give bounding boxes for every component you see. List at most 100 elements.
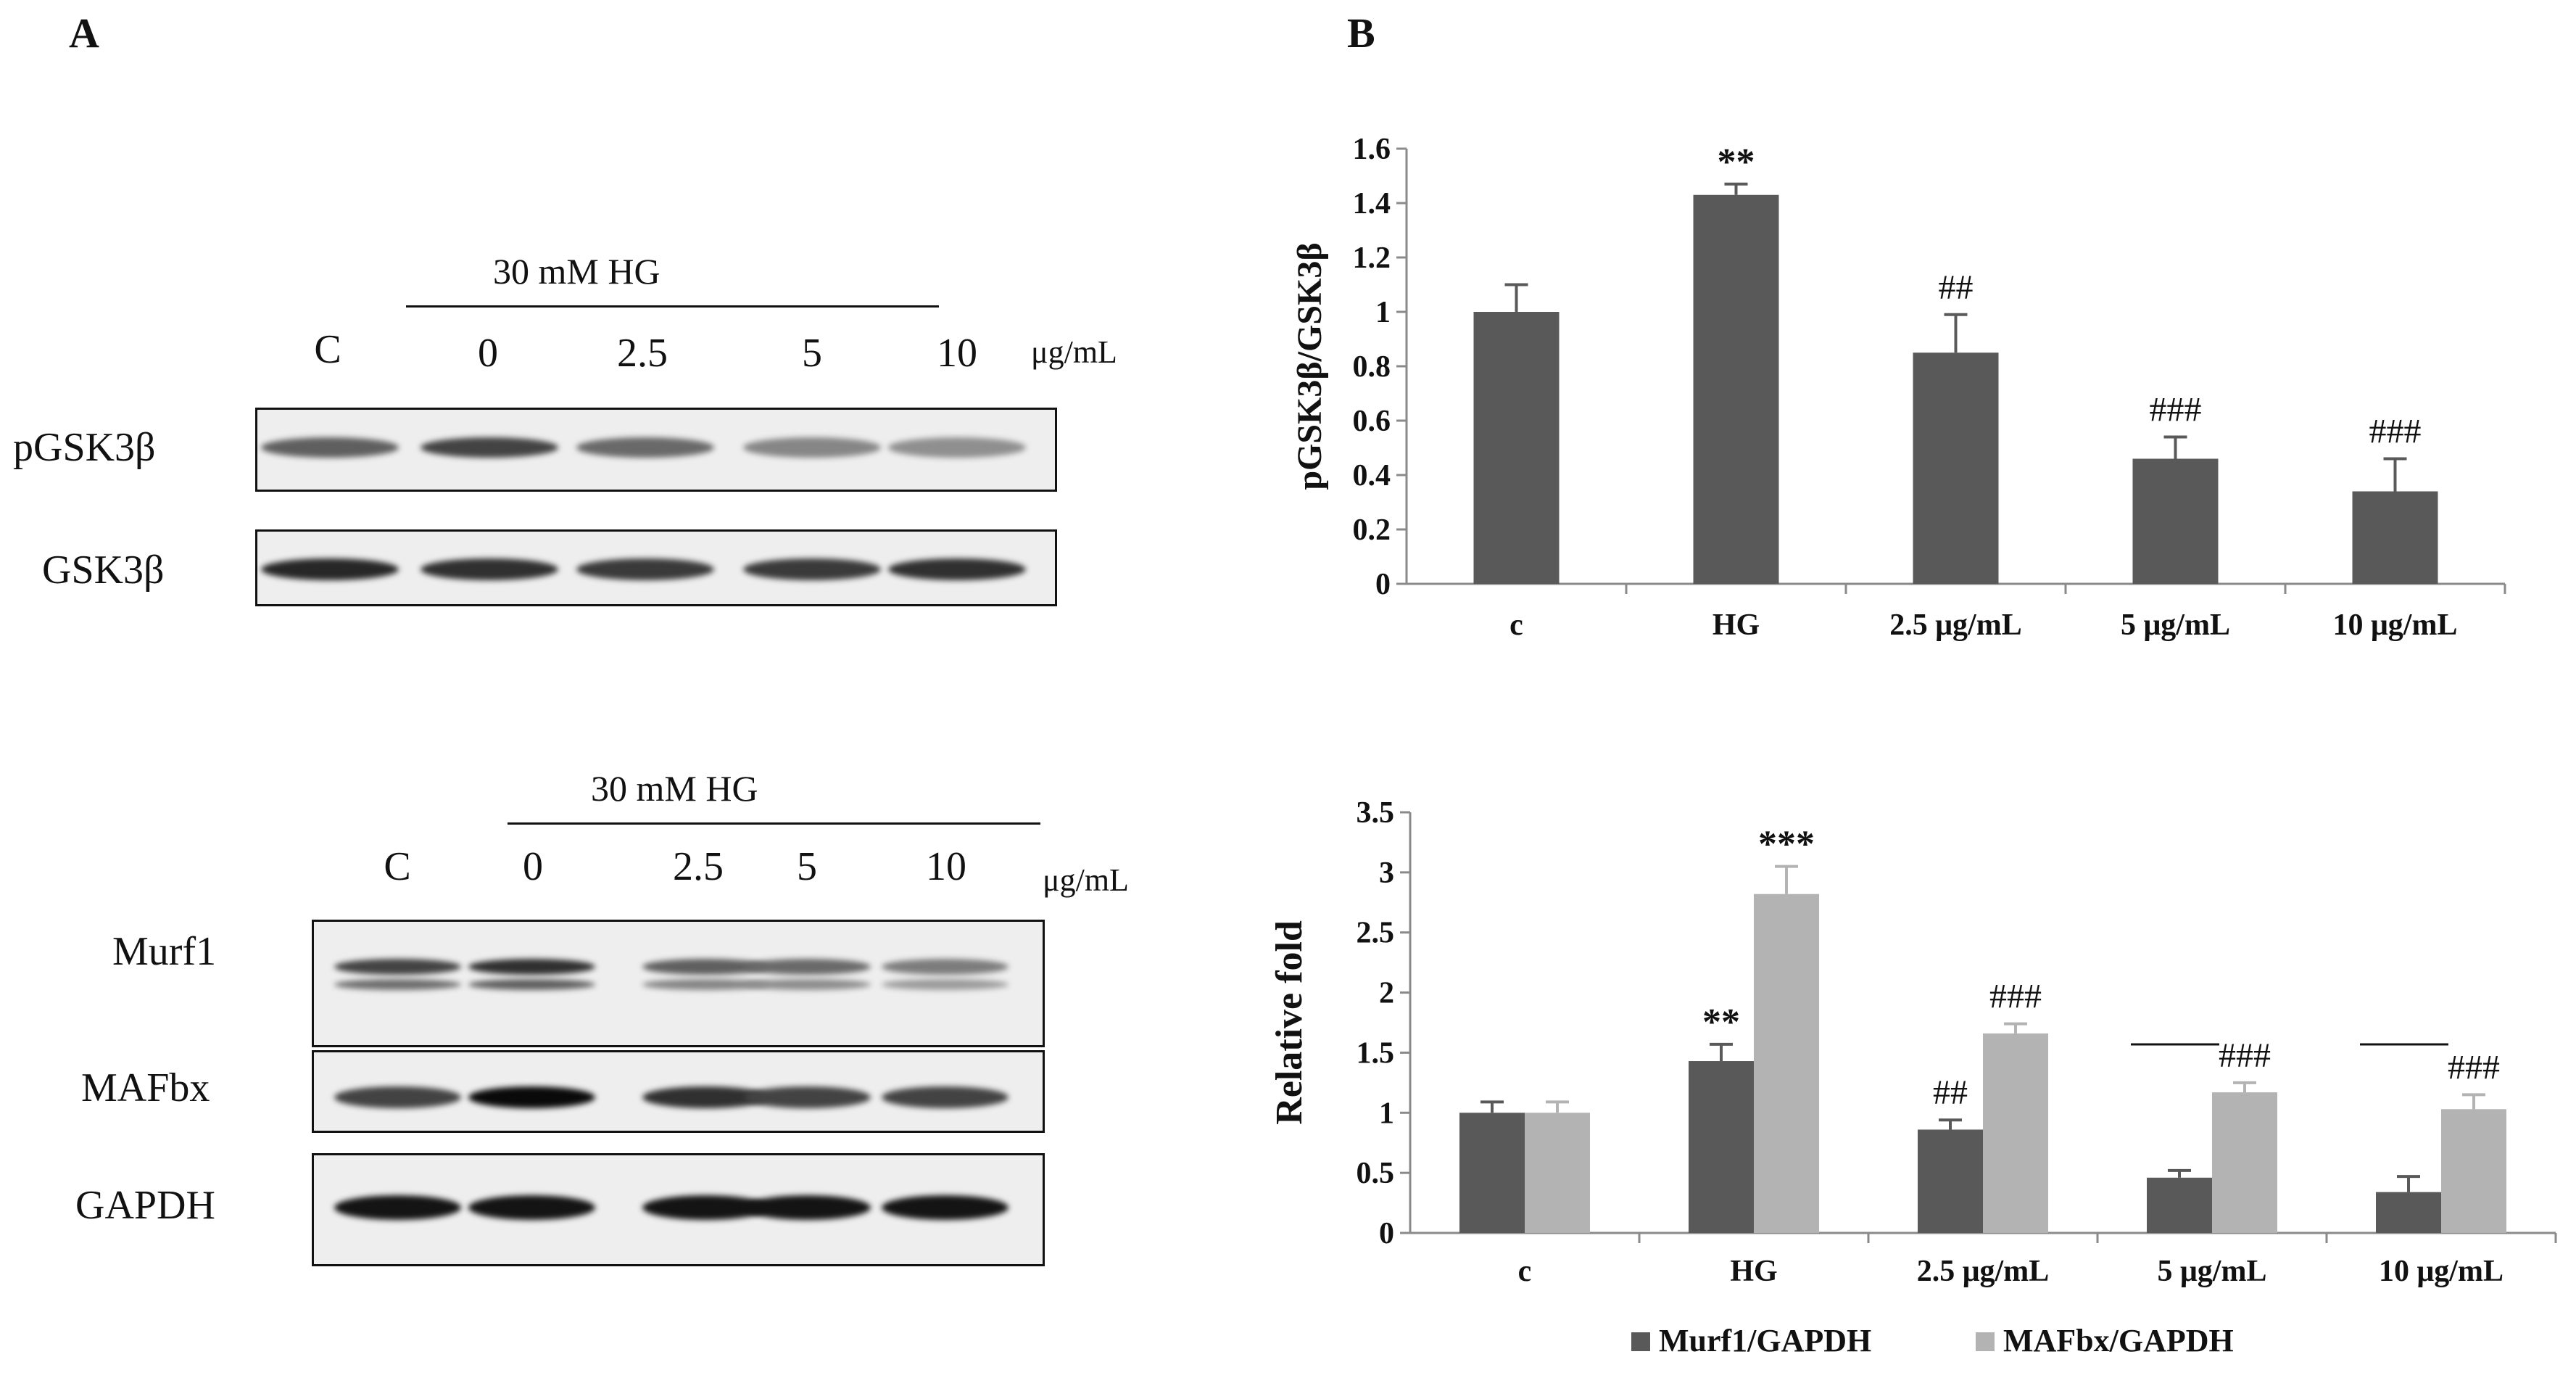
bottom-row-label: MAFbx: [81, 1065, 210, 1110]
y-tick-label: 3: [1379, 857, 1394, 890]
x-tick-label: 10 μg/mL: [2379, 1255, 2503, 1288]
y-tick-label: 0: [1379, 1217, 1394, 1250]
blot-band: [642, 959, 769, 975]
y-tick-label: 3.5: [1357, 796, 1395, 830]
y-axis-title: Relative fold: [1269, 920, 1310, 1125]
x-tick-label: c: [1509, 608, 1523, 642]
x-tick-label: 5 μg/mL: [2158, 1255, 2267, 1288]
top-lane-label: C: [314, 327, 341, 372]
panel-label-a: A: [69, 9, 99, 57]
bottom-lane-label: C: [384, 844, 411, 889]
x-tick-label: HG: [1730, 1255, 1777, 1288]
top-blot-treatment-line: [406, 305, 939, 308]
legend-label: Murf1/GAPDH: [1659, 1323, 1871, 1358]
top-lane-label: 2.5: [617, 331, 668, 376]
blot-band: [743, 1195, 871, 1220]
top-row-label: GSK3β: [42, 548, 165, 593]
blot-band: [334, 1086, 461, 1108]
significance-label: ***: [1758, 824, 1815, 865]
blot-band: [743, 437, 881, 458]
bar: [2376, 1192, 2441, 1233]
y-axis-title: pGSK3β/GSK3β: [1291, 242, 1329, 490]
x-tick-label: 10 μg/mL: [2333, 608, 2458, 642]
top-lane-label: 5: [802, 331, 822, 376]
blot-strip-pgsk3b: [255, 408, 1057, 492]
bottom-row-label: Murf1: [112, 929, 217, 974]
blot-band: [888, 558, 1026, 580]
y-tick-label: 1: [1375, 296, 1391, 329]
bar: [1754, 894, 1819, 1233]
bar: [1473, 312, 1560, 584]
y-tick-label: 0.2: [1353, 513, 1391, 547]
blot-band: [642, 979, 769, 991]
y-tick-label: 1.6: [1353, 133, 1391, 166]
blot-band: [334, 1195, 461, 1220]
blot-band: [334, 979, 461, 991]
bottom-blot-treatment-line: [508, 822, 1040, 825]
significance-label: **: [1718, 141, 1755, 183]
significance-label: ###: [1989, 978, 2042, 1016]
legend-swatch: [1976, 1332, 1995, 1351]
panel-label-b: B: [1347, 9, 1375, 57]
y-tick-label: 0.5: [1357, 1157, 1395, 1190]
bar: [2147, 1177, 2212, 1233]
blot-band: [743, 979, 871, 991]
significance-label: ###: [2219, 1036, 2271, 1075]
blot-band: [468, 1086, 595, 1108]
top-blot-unit: μg/mL: [1031, 334, 1117, 370]
legend-swatch: [1631, 1332, 1650, 1351]
blot-band: [881, 1195, 1009, 1220]
y-tick-label: 2: [1379, 977, 1394, 1010]
top-lane-label: 10: [937, 331, 977, 376]
x-tick-label: c: [1518, 1255, 1532, 1288]
bar: [2441, 1109, 2506, 1233]
blot-band: [468, 959, 595, 975]
bar: [1983, 1033, 2048, 1233]
blot-band: [421, 437, 558, 458]
blot-band: [261, 558, 399, 580]
y-tick-label: 0.6: [1353, 405, 1391, 438]
blot-band: [743, 558, 881, 580]
blot-band: [881, 979, 1009, 991]
bottom-blot-treatment-label: 30 mM HG: [591, 768, 758, 809]
blot-band: [743, 959, 871, 975]
bar: [1918, 1129, 1983, 1233]
significance-label: ##: [1933, 1073, 1968, 1112]
x-tick-label: 5 μg/mL: [2121, 608, 2230, 642]
blot-band: [743, 1086, 871, 1108]
blot-band: [261, 437, 399, 458]
blot-band: [881, 959, 1009, 975]
bar: [1693, 194, 1779, 584]
bottom-lane-label: 2.5: [673, 844, 724, 889]
blot-band: [888, 437, 1026, 458]
legend-label: MAFbx/GAPDH: [2003, 1323, 2234, 1358]
bottom-lane-label: 10: [926, 844, 966, 889]
blot-band: [576, 437, 714, 458]
bottom-row-label: GAPDH: [75, 1183, 215, 1228]
bar: [2352, 491, 2438, 584]
blot-band: [334, 959, 461, 975]
bar: [1459, 1113, 1525, 1233]
bar: [2212, 1092, 2277, 1233]
y-tick-label: 0.8: [1353, 350, 1391, 384]
x-tick-label: 2.5 μg/mL: [1889, 608, 2021, 642]
top-row-label: pGSK3β: [13, 425, 156, 470]
blot-band: [576, 558, 714, 580]
blot-band: [421, 558, 558, 580]
y-tick-label: 1.2: [1353, 242, 1391, 275]
y-tick-label: 0: [1375, 568, 1391, 601]
bar: [1913, 352, 1999, 584]
y-tick-label: 1: [1379, 1097, 1394, 1130]
blot-strip-gsk3b: [255, 529, 1057, 606]
blot-band: [468, 1195, 595, 1220]
blot-strip-mafbx: [312, 1050, 1045, 1133]
blot-strip-gapdh: [312, 1153, 1045, 1266]
y-tick-label: 1.5: [1357, 1036, 1395, 1070]
significance-label: **: [1702, 1002, 1740, 1043]
bar: [1689, 1061, 1754, 1233]
bottom-lane-label: 0: [523, 844, 543, 889]
significance-label: ###: [2369, 413, 2422, 451]
blot-band: [881, 1086, 1009, 1108]
y-tick-label: 0.4: [1353, 459, 1391, 492]
